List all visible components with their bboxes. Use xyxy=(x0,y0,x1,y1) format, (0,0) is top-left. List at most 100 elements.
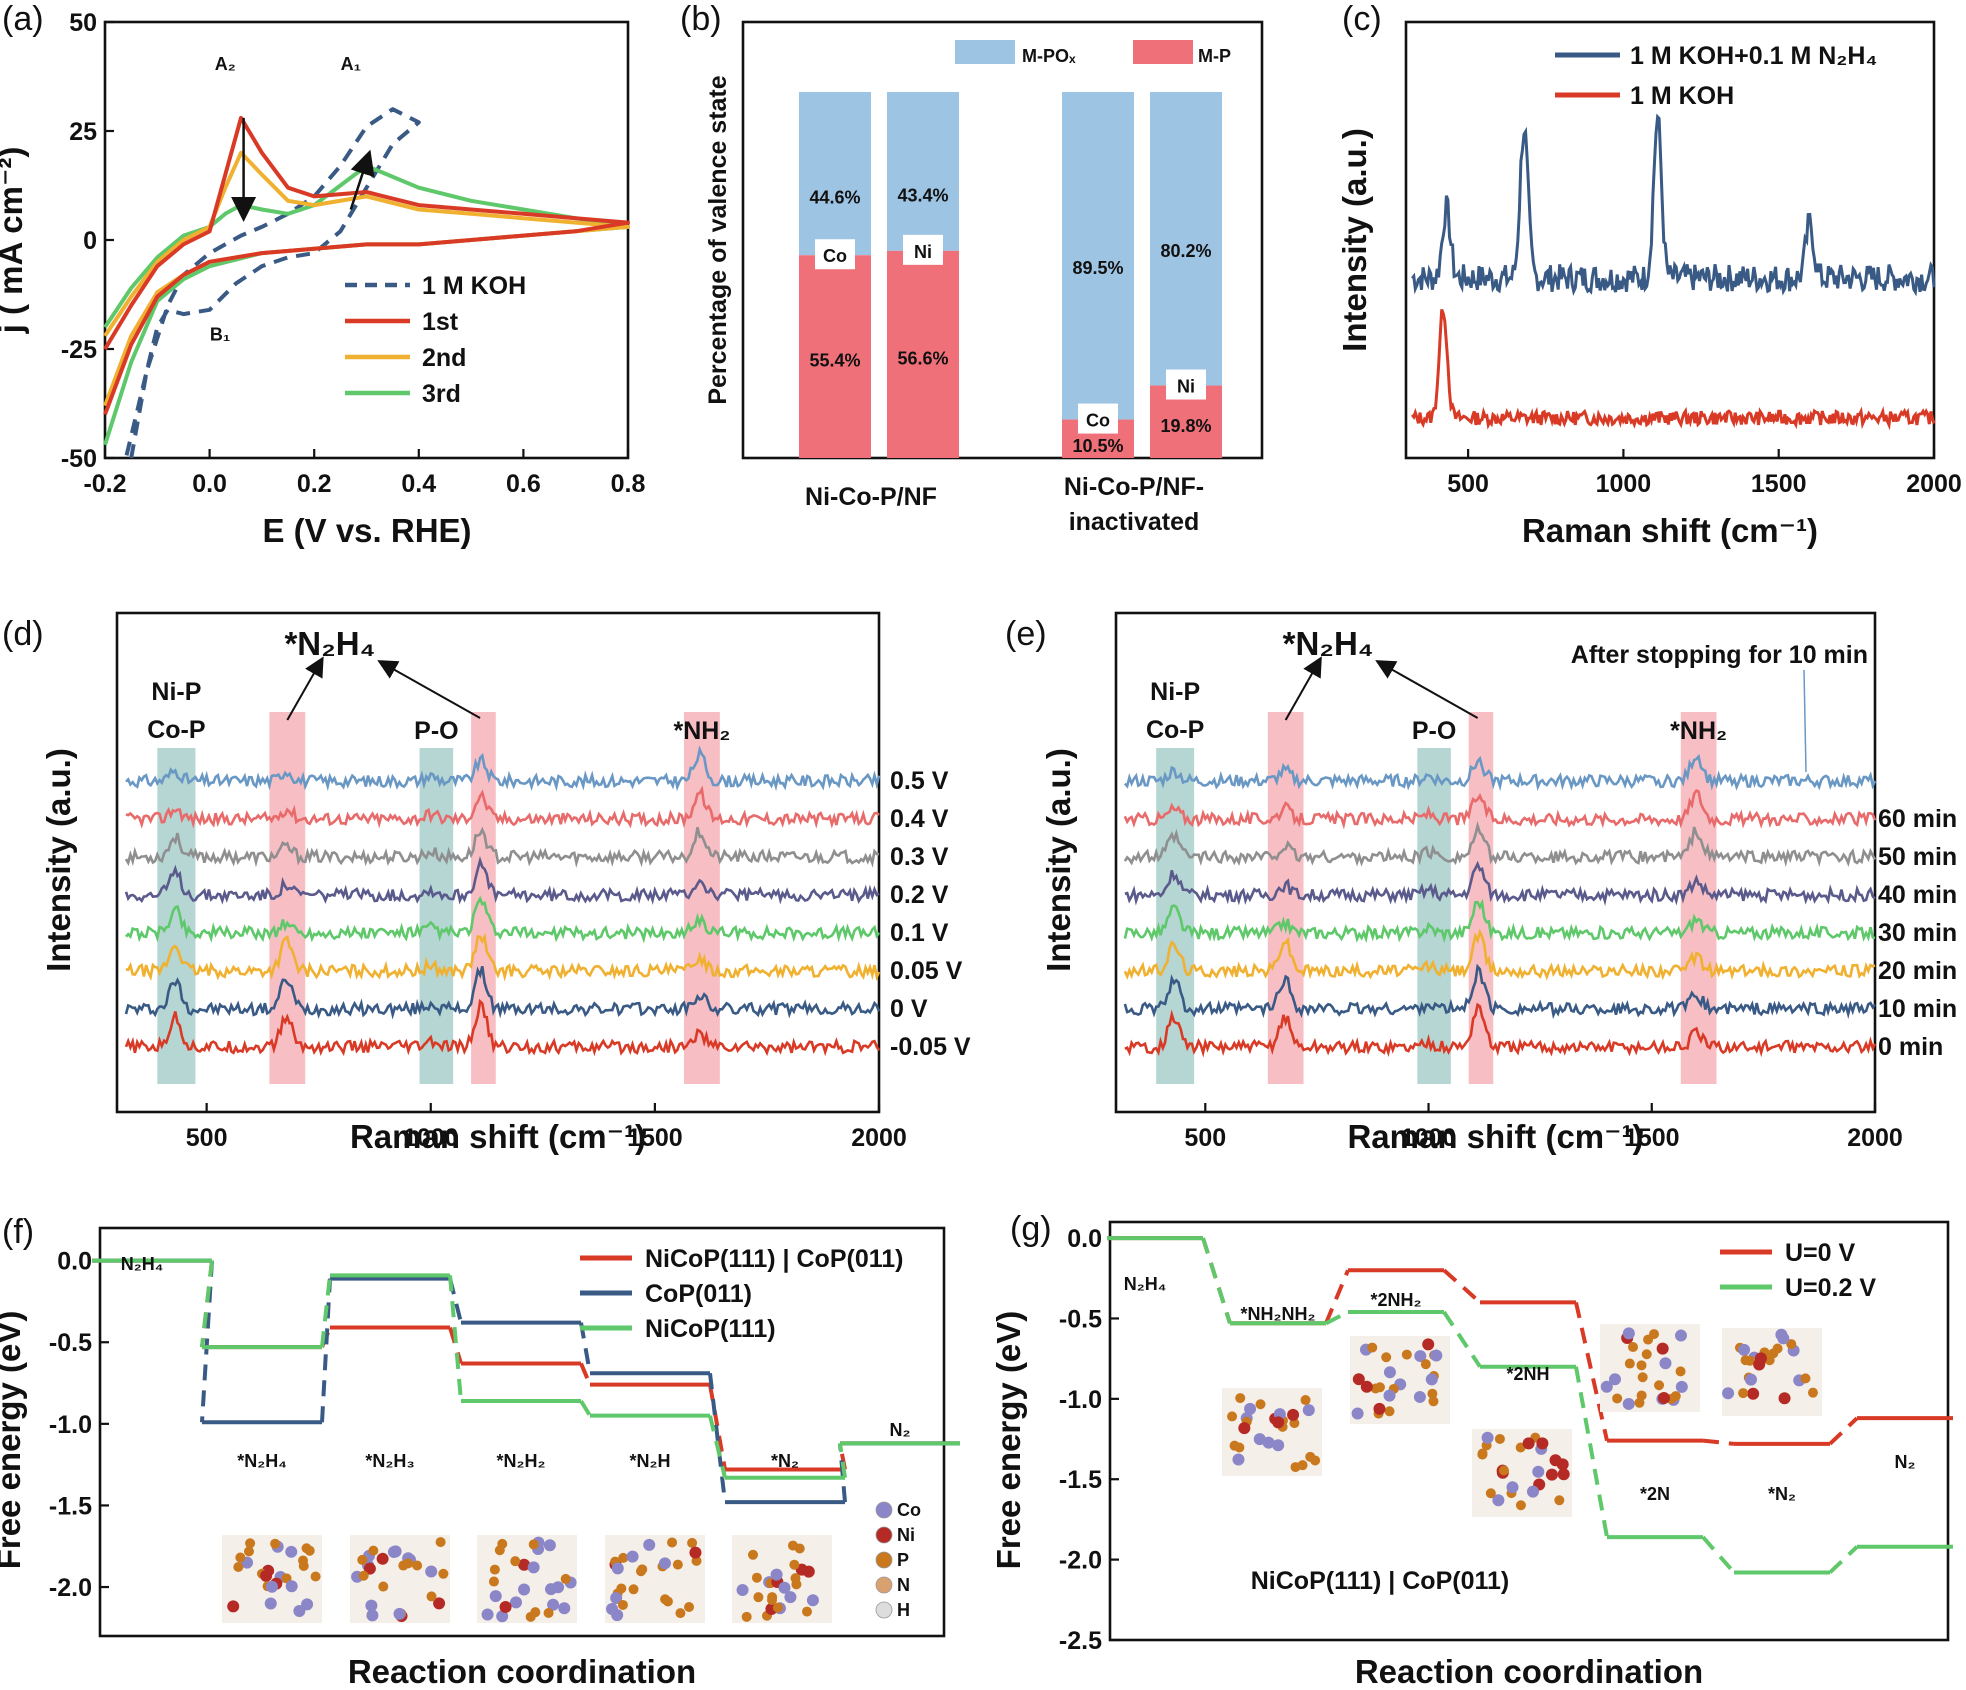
slab-atom xyxy=(1232,1453,1245,1466)
slab-atom xyxy=(1624,1358,1635,1369)
y-tick-label: 0 xyxy=(83,227,97,255)
slab-atom xyxy=(1738,1343,1751,1356)
slab-atom xyxy=(552,1581,565,1594)
atom-legend-label: N xyxy=(897,1575,910,1595)
slab-atom xyxy=(366,1609,379,1622)
group-label: inactivated xyxy=(1069,508,1200,536)
slab-atom xyxy=(1255,1399,1266,1410)
arrow xyxy=(286,656,324,721)
spectrum-40 min xyxy=(1124,860,1876,906)
bar-m-pox xyxy=(887,92,959,251)
series-label: 20 min xyxy=(1878,957,1957,985)
panel-g: 0.0 -0.5 -1.0 -1.5 -2.0 -2.5 N₂H₄ *NH₂NH₂ *2NH₂ *… xyxy=(990,1210,1953,1690)
slab-atom xyxy=(363,1562,376,1575)
slab-atom xyxy=(675,1608,686,1619)
panel-e: Ni-P Co-P P-O *NH₂ 500 1000 1500 2000 60 min 50 m… xyxy=(1005,611,1957,1155)
slab-atom xyxy=(357,1554,368,1565)
atom-legend-label: P xyxy=(897,1550,909,1570)
slab-atom xyxy=(778,1581,791,1594)
slab-atom xyxy=(243,1546,254,1557)
plot-frame xyxy=(1108,1220,1950,1642)
state-label: *N₂ xyxy=(1768,1484,1796,1504)
y-tick-label: 50 xyxy=(69,9,97,37)
spectrum-50 min xyxy=(1123,821,1877,868)
slab-atom xyxy=(1738,1388,1749,1399)
slab-atom xyxy=(1427,1388,1438,1399)
bar-label-m-pox: 43.4% xyxy=(897,185,948,205)
panel-label-e: (e) xyxy=(1005,615,1047,653)
y-axis-title: Free energy (eV) xyxy=(990,1311,1027,1570)
atom-legend-label: Ni xyxy=(897,1525,915,1545)
series-label: 10 min xyxy=(1878,995,1957,1023)
slab-atom xyxy=(1287,1408,1300,1421)
slab-atom xyxy=(1777,1332,1790,1345)
slab-atom xyxy=(489,1590,502,1603)
x-axis-title: Raman shift (cm⁻¹) xyxy=(1522,512,1818,549)
bar-m-p xyxy=(887,250,959,458)
energy-connector xyxy=(708,1373,727,1503)
energy-connector xyxy=(1442,1310,1482,1368)
atom-legend-dot xyxy=(875,1551,893,1569)
y-tick-label: 0.0 xyxy=(1067,1225,1102,1253)
slab-atom xyxy=(1612,1393,1623,1404)
arrow-A1 xyxy=(349,149,375,210)
energy-connector xyxy=(320,1278,332,1423)
y-tick-label: -1.5 xyxy=(1059,1466,1102,1494)
bar-label-m-p: 55.4% xyxy=(809,351,860,371)
state-label: N₂H₄ xyxy=(1124,1274,1167,1294)
panel-label-c: (c) xyxy=(1342,0,1382,38)
element-tag: Ni xyxy=(914,242,932,262)
energy-connector xyxy=(1701,1535,1736,1574)
slab-atom xyxy=(1360,1380,1373,1393)
slab-atom xyxy=(1422,1338,1435,1351)
slab-atom xyxy=(1302,1404,1315,1417)
slab-atom xyxy=(435,1537,446,1548)
energy-connector xyxy=(1828,1416,1859,1446)
slab-atom xyxy=(637,1564,648,1575)
panel-b: 44.6% 55.4% Co 43.4% 56.6% Ni 89.5% 10.5% Co 80.2… xyxy=(680,0,1264,536)
bar-m-pox xyxy=(799,92,871,256)
y-tick-label: -2.0 xyxy=(49,1574,92,1602)
x-tick-label: 1000 xyxy=(403,1124,459,1152)
state-label: N₂ xyxy=(890,1420,911,1440)
slab-atom xyxy=(790,1573,801,1584)
x-tick-label: 1500 xyxy=(1624,1124,1680,1152)
plot-frame xyxy=(115,611,881,1114)
spectrum-10 min xyxy=(1123,963,1877,1020)
state-label: *N₂H xyxy=(629,1451,670,1471)
x-tick-label: 2000 xyxy=(1847,1124,1903,1152)
arrow xyxy=(377,660,481,719)
slab-atom xyxy=(1485,1488,1496,1499)
slab-atom xyxy=(494,1545,505,1556)
slab-atom xyxy=(1786,1339,1797,1350)
slab-atom xyxy=(560,1573,571,1584)
slab-atom xyxy=(1659,1357,1672,1370)
slab-atom xyxy=(1272,1416,1285,1429)
slab-atom xyxy=(298,1555,309,1566)
slab-atom xyxy=(547,1598,560,1611)
slab-atom xyxy=(499,1601,512,1614)
slab-atom xyxy=(611,1562,624,1575)
slab-atom xyxy=(1654,1380,1665,1391)
annotation-A2: A₂ xyxy=(215,54,236,74)
panel-a: -0.2 0.0 0.2 0.4 0.6 0.8 -50 -25 0 25 50 A₂ A₁ B₁ 1 M … xyxy=(0,0,645,549)
slab-atom xyxy=(1636,1360,1647,1371)
y-tick-label: 0.0 xyxy=(57,1248,92,1276)
legend-label: CoP(011) xyxy=(645,1280,752,1308)
legend-label: 1 M KOH xyxy=(422,272,526,300)
bar-label-m-p: 56.6% xyxy=(897,348,948,368)
atom-legend-label: H xyxy=(897,1600,910,1620)
bar-label-m-p: 10.5% xyxy=(1072,436,1123,456)
slab-atom xyxy=(285,1545,298,1558)
slab-atom xyxy=(245,1538,256,1549)
spectrum-0.05 V xyxy=(125,932,881,982)
x-tick-label: 1500 xyxy=(627,1124,683,1152)
slab-atom xyxy=(689,1546,702,1559)
slab-atom xyxy=(1244,1402,1257,1415)
arrow xyxy=(1284,656,1322,721)
slab-atom xyxy=(1383,1366,1396,1379)
slab-atom xyxy=(227,1600,240,1613)
slab-atom xyxy=(301,1543,312,1554)
slab-atom xyxy=(1227,1411,1238,1422)
band xyxy=(1156,748,1195,1084)
